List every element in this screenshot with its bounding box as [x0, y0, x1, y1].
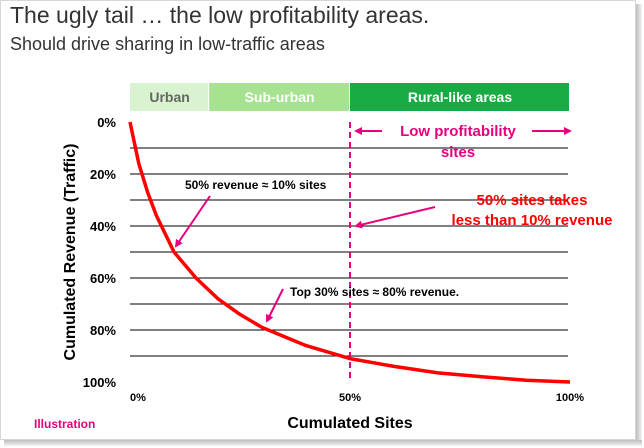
- y-tick-label: 80%: [90, 323, 116, 338]
- region-band-label: Sub-urban: [245, 89, 315, 105]
- region-band: [350, 83, 569, 111]
- region-band: [209, 83, 349, 111]
- x-tick-label: 0%: [130, 392, 146, 404]
- half-sites-annotation: less than 10% revenue: [452, 212, 613, 229]
- half-sites-annotation: 50% sites takes: [477, 192, 588, 209]
- top30-annotation: Top 30% sites ≈ 80% revenue.: [290, 285, 459, 299]
- region-band-label: Urban: [149, 89, 189, 105]
- x-tick-label: 50%: [339, 392, 361, 404]
- slide-shadow-bottom: [4, 440, 642, 446]
- low-profitability-label: sites: [441, 144, 475, 161]
- y-tick-label: 20%: [90, 167, 116, 182]
- region-band: [130, 83, 209, 111]
- low-profitability-label: Low profitability: [400, 123, 516, 140]
- x-axis-title: Cumulated Sites: [287, 415, 412, 432]
- y-tick-label: 60%: [90, 271, 116, 286]
- slide-shadow-right: [636, 4, 642, 444]
- y-tick-label: 40%: [90, 219, 116, 234]
- half-revenue-annotation: 50% revenue ≈ 10% sites: [185, 178, 327, 192]
- illustration-note: Illustration: [34, 417, 96, 431]
- slide-frame: [0, 0, 636, 440]
- half-revenue-arrow: [174, 195, 211, 248]
- top30-arrow: [266, 288, 284, 323]
- half-sites-arrow: [354, 206, 436, 229]
- y-axis-title: Cumulated Revenue (Traffic): [62, 144, 79, 361]
- x-tick-label: 100%: [556, 392, 584, 404]
- y-tick-label: 100%: [83, 375, 117, 390]
- revenue-curve: [128, 121, 571, 384]
- region-band-label: Rural-like areas: [408, 89, 512, 105]
- slide-title: The ugly tail … the low profitability ar…: [10, 2, 430, 28]
- y-tick-label: 0%: [97, 115, 116, 130]
- slide-subtitle: Should drive sharing in low-traffic area…: [10, 34, 325, 54]
